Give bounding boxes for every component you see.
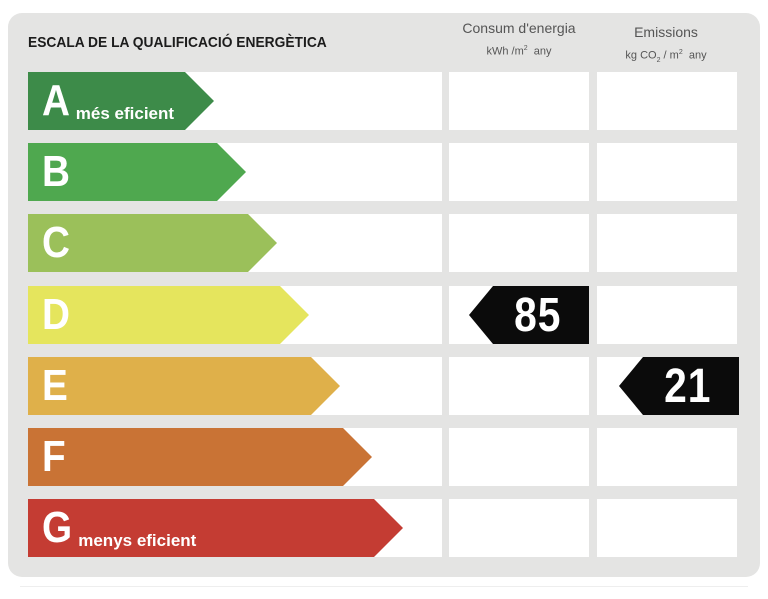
consumption-header: Consum d'energia kWh /m2 any	[449, 20, 589, 60]
consumption-cell-g	[449, 499, 589, 557]
emissions-label: Emissions	[634, 24, 698, 40]
grade-letter: A	[42, 76, 70, 125]
grade-description: més eficient	[75, 104, 175, 123]
emissions-header: Emissions kg CO2 / m2 any	[596, 24, 736, 68]
consumption-rating-value: 85	[514, 288, 562, 342]
grade-letter: C	[42, 218, 70, 267]
grade-arrow-d: D	[28, 286, 309, 344]
emissions-cell-a	[597, 72, 737, 130]
consumption-cell-f	[449, 428, 589, 486]
emissions-unit: kg CO2 / m2 any	[625, 49, 707, 64]
consumption-cell-e	[449, 357, 589, 415]
grade-letter: F	[42, 432, 66, 481]
consumption-cell-c	[449, 214, 589, 272]
grade-letter: B	[42, 147, 70, 196]
emissions-cell-d	[597, 286, 737, 344]
grade-arrow-c: C	[28, 214, 277, 272]
consumption-label: Consum d'energia	[462, 20, 576, 36]
consumption-cell-a	[449, 72, 589, 130]
emissions-rating-value: 21	[664, 359, 712, 413]
consumption-rating-badge: 85	[469, 286, 589, 344]
emissions-rating-badge: 21	[619, 357, 739, 415]
grade-letter: D	[42, 290, 70, 339]
grade-description: menys eficient	[78, 531, 197, 550]
emissions-cell-f	[597, 428, 737, 486]
consumption-cell-b	[449, 143, 589, 201]
grade-letter: E	[42, 361, 68, 410]
consumption-unit: kWh /m2 any	[486, 45, 552, 58]
divider	[20, 586, 748, 587]
grade-letter: G	[42, 503, 73, 552]
grade-arrow-e: E	[28, 357, 340, 415]
scale-title: ESCALA DE LA QUALIFICACIÓ ENERGÈTICA	[28, 34, 327, 51]
grade-arrow-f: F	[28, 428, 372, 486]
emissions-cell-c	[597, 214, 737, 272]
emissions-cell-b	[597, 143, 737, 201]
emissions-cell-g	[597, 499, 737, 557]
grade-arrow-b: B	[28, 143, 246, 201]
